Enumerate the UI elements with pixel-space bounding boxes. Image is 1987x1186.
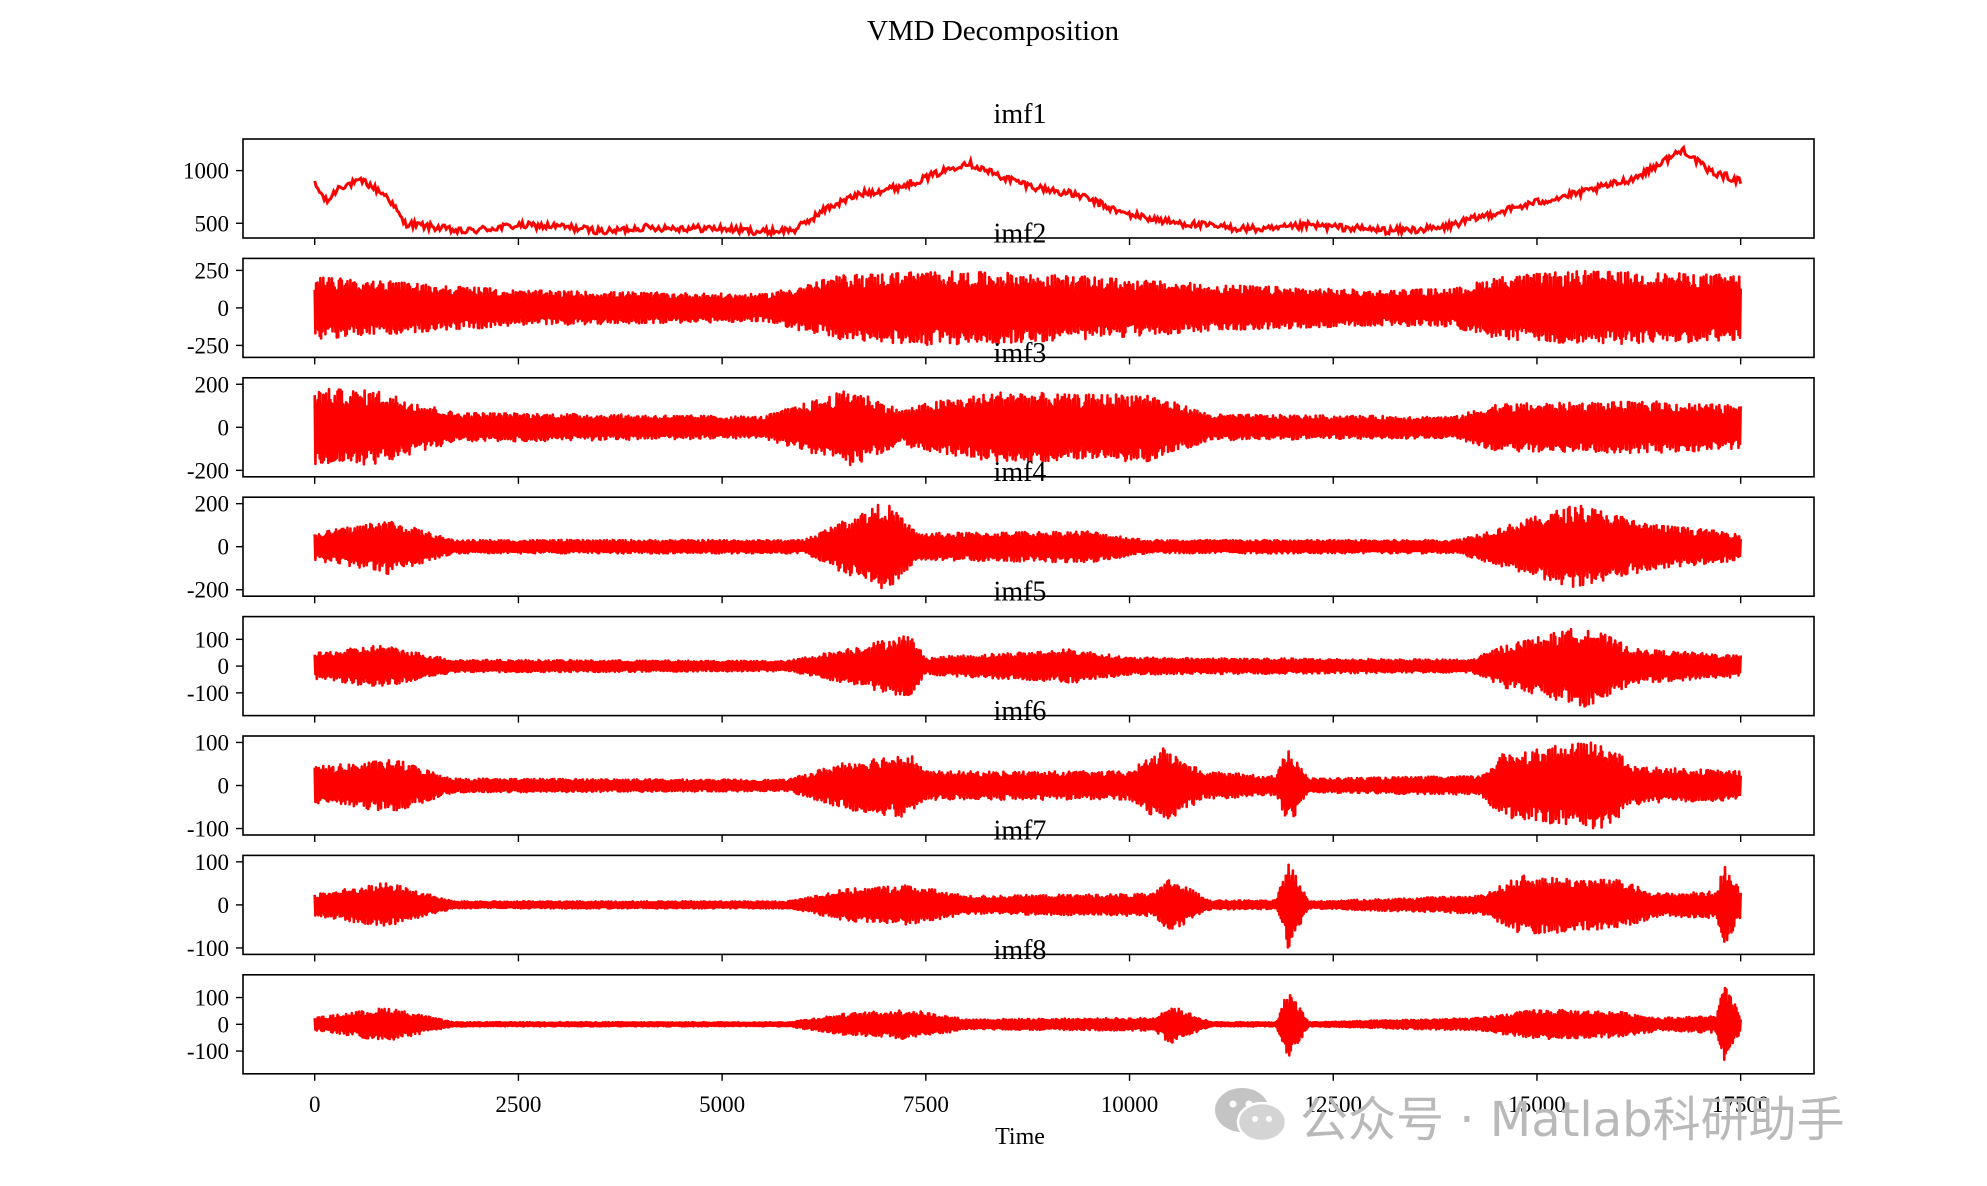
imf8-ytick-label: 100 — [195, 986, 230, 1011]
imf7-ytick-label: 100 — [195, 850, 230, 875]
imf7-ytick-label: -100 — [187, 936, 229, 961]
xtick-label: 10000 — [1101, 1092, 1159, 1117]
imf4-ytick-label: -200 — [187, 578, 229, 603]
wechat-icon — [1215, 1088, 1288, 1143]
imf4-title: imf4 — [994, 457, 1047, 488]
imf5-ytick-label: 100 — [195, 627, 230, 652]
imf3-ytick-label: 0 — [218, 415, 230, 440]
imf2-series-line — [313, 270, 1742, 346]
imf5-ytick-label: -100 — [187, 681, 229, 706]
subplot-panels: 5001000imf1-2500250imf2-2000200imf3-2000… — [183, 99, 1815, 1081]
imf6-series-line — [313, 741, 1742, 830]
imf4-series-line — [313, 503, 1742, 590]
imf8-ytick-label: 0 — [218, 1012, 230, 1037]
imf2-ytick-label: 250 — [195, 258, 230, 283]
imf7-title: imf7 — [994, 815, 1047, 846]
subplot-imf2: -250 0 250 imf2 — [187, 218, 1815, 365]
xtick-label: 17500 — [1712, 1092, 1770, 1117]
imf1-title: imf1 — [994, 99, 1047, 130]
imf8-title: imf8 — [994, 935, 1047, 966]
imf2-title: imf2 — [994, 218, 1047, 249]
imf1-ytick-label: 500 — [195, 211, 230, 236]
imf1-ytick-label: 1000 — [183, 159, 229, 184]
watermark: 公众号 · Matlab科研助手 — [1212, 1080, 1845, 1150]
figure-title: VMD Decomposition — [867, 15, 1120, 47]
xtick-label: 7500 — [903, 1092, 949, 1117]
subplot-imf6: -100 0 100 imf6 — [187, 696, 1815, 842]
imf6-title: imf6 — [994, 696, 1047, 727]
imf3-ytick-label: 200 — [195, 372, 230, 397]
imf5-title: imf5 — [994, 577, 1047, 608]
xtick-label: 12500 — [1304, 1092, 1362, 1117]
imf6-ytick-label: 100 — [195, 730, 230, 755]
subplot-imf4: -200 0 200 imf4 — [187, 457, 1815, 604]
imf7-ytick-label: 0 — [218, 893, 230, 918]
imf4-ytick-label: 200 — [195, 492, 230, 517]
xtick-label: 0 — [309, 1092, 321, 1117]
subplot-imf7: -100 0 100 imf7 — [187, 815, 1815, 962]
xtick-label: 5000 — [699, 1092, 745, 1117]
imf1-series-line — [313, 144, 1743, 239]
imf8-ytick-label: -100 — [187, 1039, 229, 1064]
imf2-ytick-label: -250 — [187, 333, 229, 358]
imf4-ytick-label: 0 — [218, 535, 230, 560]
imf1-axes-frame — [242, 138, 1815, 239]
subplot-imf3: -200 0 200 imf3 — [187, 338, 1815, 484]
imf6-ytick-label: -100 — [187, 817, 229, 842]
x-axis-label: Time — [995, 1124, 1045, 1150]
xtick-label: 15000 — [1508, 1092, 1566, 1117]
imf3-ytick-label: -200 — [187, 458, 229, 483]
imf7-series-line — [313, 863, 1742, 949]
imf3-series-line — [313, 387, 1742, 467]
xtick-label: 2500 — [495, 1092, 541, 1117]
imf5-series-line — [313, 627, 1742, 708]
imf3-title: imf3 — [994, 338, 1047, 369]
watermark-text: 公众号 · Matlab科研助手 — [1300, 1092, 1845, 1148]
imf2-ytick-label: 0 — [218, 296, 230, 321]
imf6-ytick-label: 0 — [218, 774, 230, 799]
subplot-imf1: 500 1000 imf1 — [183, 99, 1815, 245]
x-axis: 0 2500 5000 7500 10000 12500 15000 17500 — [309, 1092, 1769, 1117]
imf5-ytick-label: 0 — [218, 654, 230, 679]
imf8-series-line — [313, 986, 1742, 1061]
